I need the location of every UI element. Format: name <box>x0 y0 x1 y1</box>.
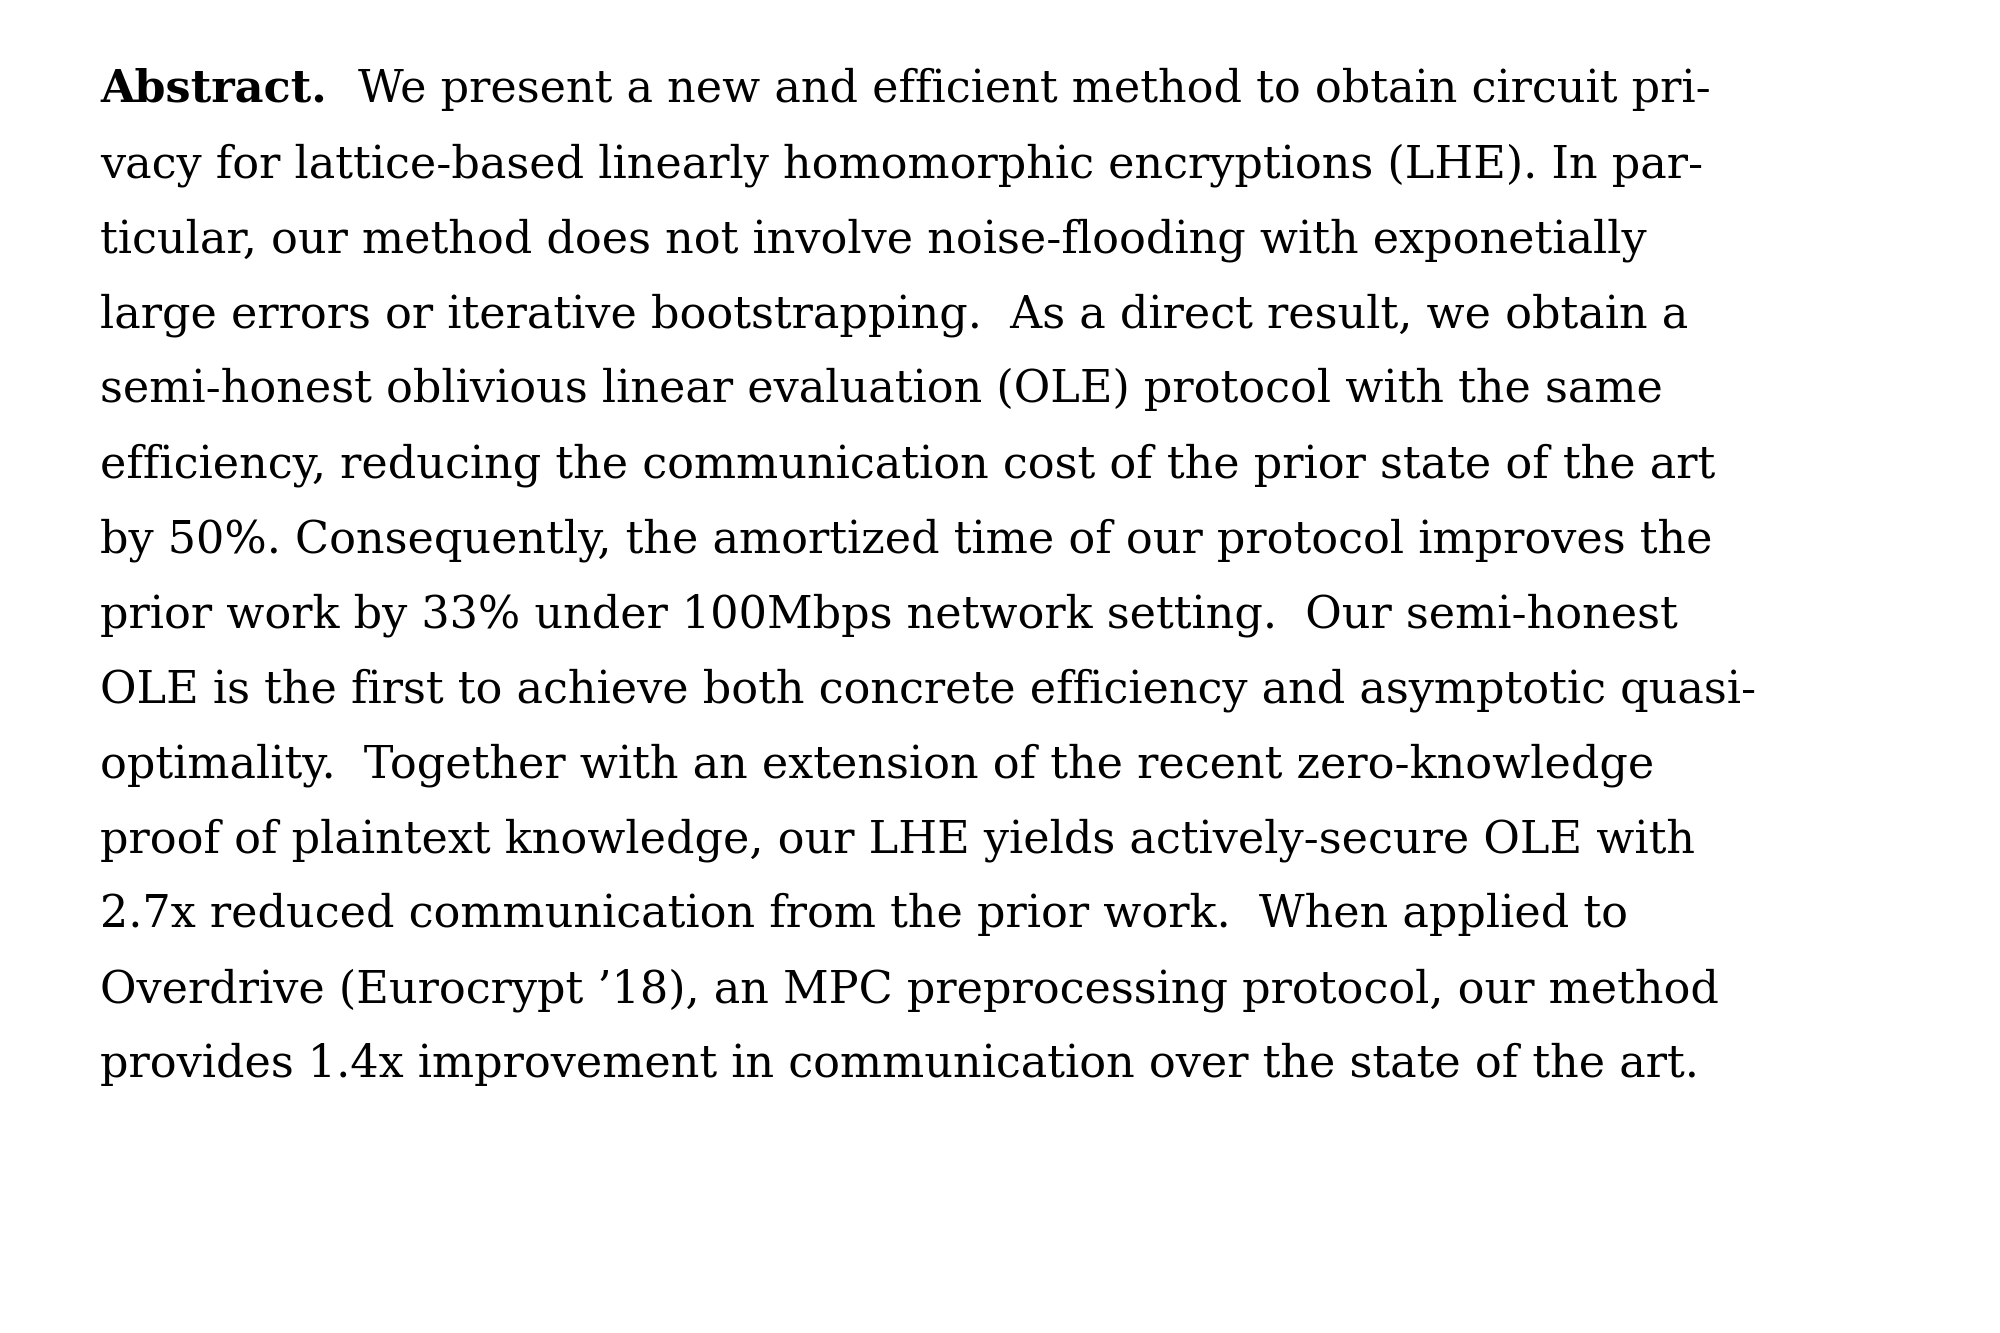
Text: We present a new and efficient method to obtain circuit pri-: We present a new and efficient method to… <box>358 68 1710 111</box>
Text: Overdrive (Eurocrypt ’18), an MPC preprocessing protocol, our method: Overdrive (Eurocrypt ’18), an MPC prepro… <box>100 968 1718 1012</box>
Text: 2.7x reduced communication from the prior work.  When applied to: 2.7x reduced communication from the prio… <box>100 893 1628 936</box>
Text: large errors or iterative bootstrapping.  As a direct result, we obtain a: large errors or iterative bootstrapping.… <box>100 293 1688 337</box>
Text: Abstract.: Abstract. <box>100 68 358 111</box>
Text: OLE is the first to achieve both concrete efficiency and asymptotic quasi-: OLE is the first to achieve both concret… <box>100 668 1756 712</box>
Text: semi-honest oblivious linear evaluation (OLE) protocol with the same: semi-honest oblivious linear evaluation … <box>100 368 1662 411</box>
Text: vacy for lattice-based linearly homomorphic encryptions (LHE). In par-: vacy for lattice-based linearly homomorp… <box>100 143 1704 187</box>
Text: provides 1.4x improvement in communication over the state of the art.: provides 1.4x improvement in communicati… <box>100 1042 1698 1086</box>
Text: ticular, our method does not involve noise-flooding with exponetially: ticular, our method does not involve noi… <box>100 219 1646 261</box>
Text: efficiency, reducing the communication cost of the prior state of the art: efficiency, reducing the communication c… <box>100 443 1716 487</box>
Text: optimality.  Together with an extension of the recent zero-knowledge: optimality. Together with an extension o… <box>100 742 1654 786</box>
Text: proof of plaintext knowledge, our LHE yields actively-secure OLE with: proof of plaintext knowledge, our LHE yi… <box>100 818 1696 861</box>
Text: by 50%. Consequently, the amortized time of our protocol improves the: by 50%. Consequently, the amortized time… <box>100 519 1712 561</box>
Text: prior work by 33% under 100Mbps network setting.  Our semi-honest: prior work by 33% under 100Mbps network … <box>100 593 1678 637</box>
